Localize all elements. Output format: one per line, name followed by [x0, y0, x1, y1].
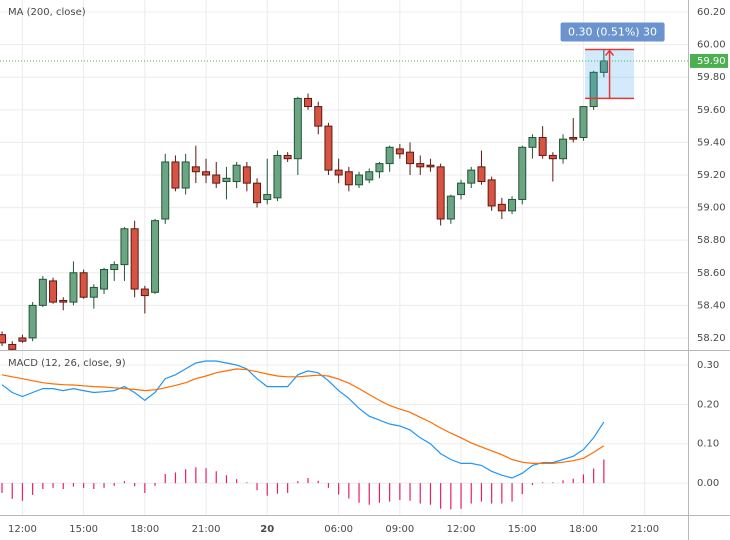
y-tick-label: 60.20 [697, 7, 726, 18]
last-price-label: 59.90 [697, 56, 726, 67]
candle-body [477, 166, 486, 183]
candle-body [222, 177, 231, 183]
candle-body [385, 146, 394, 165]
x-tick-label: 20 [260, 524, 274, 535]
candle-body [38, 278, 47, 306]
candle-body [232, 164, 241, 183]
y-tick-label: 60.00 [697, 40, 726, 51]
candle-body [365, 171, 374, 181]
measure-tooltip [560, 22, 665, 42]
candle-body [334, 169, 343, 176]
y-tick-label: 58.20 [697, 333, 726, 344]
measure-arrowhead [604, 49, 615, 57]
y-tick-label: 59.80 [697, 72, 726, 83]
candle-body [100, 269, 109, 290]
candle-body [181, 161, 190, 189]
candle-body [273, 154, 282, 199]
x-tick-label: 12:00 [447, 524, 476, 535]
candle-body [8, 343, 17, 350]
indicator-label: MA (200, close) [8, 7, 86, 18]
candle-body [283, 154, 292, 160]
candle-body [18, 337, 27, 342]
candle-body [538, 137, 547, 156]
y-tick-label: 0.30 [697, 360, 719, 371]
candle-body [324, 125, 333, 171]
candle-body [548, 154, 557, 160]
indicator-label: MACD (12, 26, close, 9) [8, 358, 126, 369]
candle-body [446, 195, 455, 220]
macd-line [1, 360, 605, 479]
x-tick-label: 09:00 [385, 524, 414, 535]
candle-body [253, 182, 262, 204]
y-tick-label: 59.40 [697, 137, 726, 148]
candle-body [202, 171, 211, 176]
measure-label: 0.30 (0.51%) 30 [568, 26, 657, 39]
last-price-box [690, 53, 728, 68]
candle-body [242, 166, 251, 184]
y-tick-label: 0.00 [697, 478, 719, 489]
candle-body [579, 106, 588, 139]
x-tick-label: 18:00 [130, 524, 159, 535]
candle-body [89, 286, 98, 298]
candle-body [508, 198, 517, 212]
candle-body [28, 304, 37, 339]
candle-body [528, 137, 537, 148]
candle-body [191, 166, 200, 173]
x-tick-label: 21:00 [192, 524, 221, 535]
x-tick-label: 18:00 [569, 524, 598, 535]
x-tick-label: 12:00 [8, 524, 37, 535]
candle-body [467, 169, 476, 184]
candle-body [79, 272, 88, 298]
candle-body [171, 161, 180, 189]
y-tick-label: 59.60 [697, 105, 726, 116]
candle-body [304, 97, 313, 108]
candle-body [130, 228, 139, 290]
macd-line [1, 368, 605, 464]
candle-body [263, 194, 272, 200]
candle-body [161, 161, 170, 220]
x-tick-label: 15:00 [69, 524, 98, 535]
candle-body [120, 228, 129, 266]
y-tick-label: 58.80 [697, 235, 726, 246]
candle-body [355, 174, 364, 186]
y-tick-label: 0.20 [697, 399, 719, 410]
candle-body [395, 148, 404, 155]
candle-body [314, 106, 323, 127]
y-tick-label: 58.60 [697, 268, 726, 279]
y-tick-label: 59.20 [697, 170, 726, 181]
candle-body [457, 182, 466, 196]
candle-body [151, 220, 160, 293]
candle-body [406, 151, 415, 165]
candle-body [110, 264, 119, 271]
candle-body [426, 164, 435, 168]
x-tick-label: 15:00 [508, 524, 537, 535]
candle-body [0, 334, 7, 344]
candle-body [569, 137, 578, 140]
x-tick-label: 06:00 [324, 524, 353, 535]
candle-body [375, 163, 384, 173]
candle-body [212, 174, 221, 184]
candle-body [69, 272, 78, 303]
candle-body [518, 146, 527, 200]
y-tick-label: 0.10 [697, 439, 719, 450]
candle-body [416, 163, 425, 168]
candle-body [49, 280, 58, 303]
candle-body [497, 203, 506, 212]
candle-body [293, 97, 302, 160]
y-tick-label: 59.00 [697, 203, 726, 214]
y-tick-label: 58.40 [697, 300, 726, 311]
candle-body [344, 171, 353, 186]
candle-body [487, 179, 496, 207]
candle-body [589, 71, 598, 108]
candle-body [559, 138, 568, 160]
x-tick-label: 21:00 [630, 524, 659, 535]
candle-body [436, 166, 445, 220]
candle-body [59, 299, 68, 303]
candle-body [140, 288, 149, 297]
